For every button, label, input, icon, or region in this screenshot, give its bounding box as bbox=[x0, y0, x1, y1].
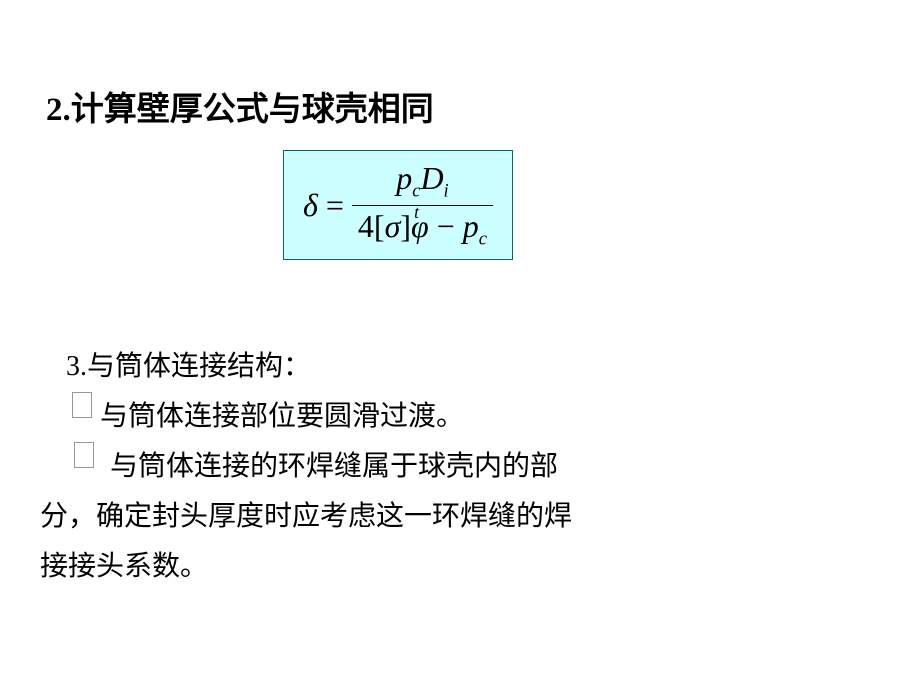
line2a-text: 与筒体连接的环焊缝属于球壳内的部 bbox=[110, 442, 558, 491]
num-p: p bbox=[396, 160, 412, 196]
line2c-text: 接接头系数。 bbox=[40, 542, 208, 591]
formula-box: δ = pcDi 4[σ]tφ − pc bbox=[283, 150, 513, 260]
formula-delta: δ bbox=[303, 187, 318, 224]
formula-numerator: pcDi bbox=[390, 160, 455, 204]
formula: δ = pcDi 4[σ]tφ − pc bbox=[303, 160, 493, 250]
line2b-text: 分，确定封头厚度时应考虑这一环焊缝的焊 bbox=[40, 492, 572, 541]
den-sigma: σ bbox=[385, 208, 401, 244]
line1-text: 与筒体连接部位要圆滑过渡。 bbox=[100, 392, 464, 441]
line2a-bullet bbox=[74, 442, 94, 468]
den-4: 4 bbox=[358, 208, 374, 244]
den-sigma-sup: t bbox=[414, 202, 419, 223]
line1-bullet bbox=[72, 392, 92, 418]
formula-denominator: 4[σ]tφ − pc bbox=[352, 205, 493, 250]
heading-2: 2.计算壁厚公式与球壳相同 bbox=[46, 82, 434, 130]
den-minus: − bbox=[437, 208, 455, 244]
den-p-sub: c bbox=[479, 228, 487, 249]
den-p: p bbox=[463, 208, 479, 244]
heading-3: 3.与筒体连接结构： bbox=[66, 342, 311, 391]
formula-fraction: pcDi 4[σ]tφ − pc bbox=[352, 160, 493, 250]
den-rbracket: ] bbox=[400, 208, 411, 244]
num-D: D bbox=[420, 160, 443, 196]
formula-equals: = bbox=[326, 187, 344, 224]
den-lbracket: [ bbox=[374, 208, 385, 244]
num-D-sub: i bbox=[444, 181, 449, 202]
